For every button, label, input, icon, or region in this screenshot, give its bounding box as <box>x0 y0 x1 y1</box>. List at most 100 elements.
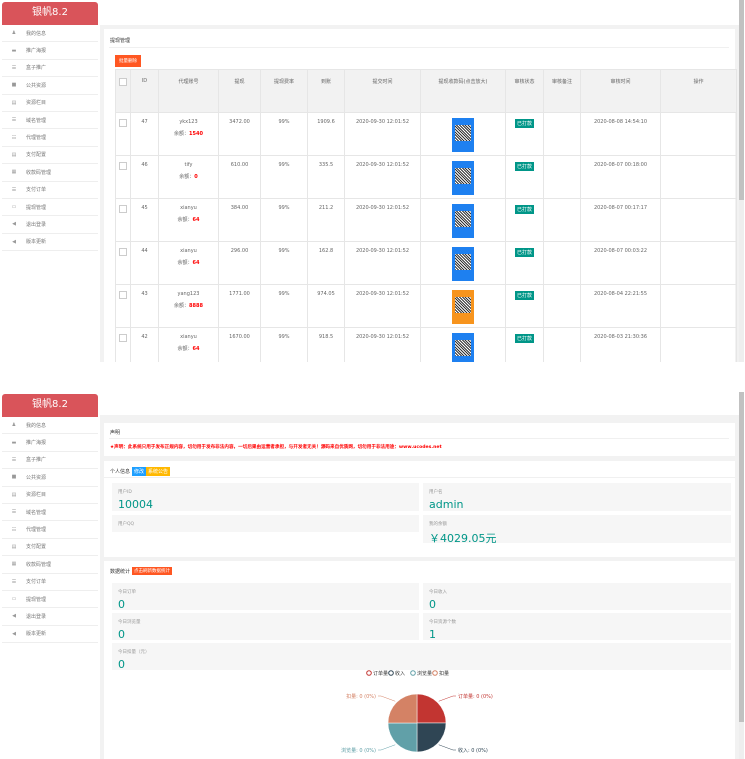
payment-qr-image[interactable] <box>452 204 474 238</box>
column-header: 提现 <box>218 69 261 113</box>
pie-slice[interactable] <box>387 722 418 753</box>
sidebar-item[interactable]: ◀ 版本更新 <box>2 234 98 252</box>
payment-qr-image[interactable] <box>452 333 474 362</box>
sidebar-item[interactable]: ☷ 代理管理 <box>2 521 98 539</box>
column-header: 代理账号 <box>158 69 219 113</box>
account-cell: yang123 余额：8888 <box>158 284 219 328</box>
legend-label[interactable]: 收入 <box>395 670 405 677</box>
dashboard-screen: 银帆8.2 ♟ 我的信息 ▬ 推广海报 ☰ 盒子推广 ■ 公共资源 ▤ 资源栏目 ☰ 域名管理 ☷ 代理管… <box>0 392 745 759</box>
status-badge: 已打款 <box>514 205 534 214</box>
legend-label[interactable]: 订单量 <box>373 670 388 677</box>
sidebar-item[interactable]: ▦ 收款码管理 <box>2 164 98 182</box>
account-cell: xianyu 余额：64 <box>158 327 219 362</box>
system-notice-tag[interactable]: 系统公告 <box>146 467 171 476</box>
id-cell: 47 <box>130 112 159 156</box>
actions-cell <box>660 155 737 199</box>
table-row: 44 xianyu 余额：64 296.00 99% 162.8 2020-09-… <box>115 241 737 285</box>
legend-marker[interactable] <box>388 670 394 676</box>
sidebar-item[interactable]: ☰ 支付订单 <box>2 182 98 199</box>
sidebar-item[interactable]: ☰ 域名管理 <box>2 112 98 130</box>
user-icon: ♟ <box>11 30 17 37</box>
refresh-stats-button[interactable]: 点击刷新数据统计 <box>132 567 173 575</box>
row-checkbox[interactable] <box>119 248 127 256</box>
scrollbar[interactable] <box>739 0 744 362</box>
sidebar-item[interactable]: ☷ 代理管理 <box>2 129 98 147</box>
sidebar-item[interactable]: ♟ 我的信息 <box>2 417 98 435</box>
legend-marker[interactable] <box>432 670 438 676</box>
sidebar-item[interactable]: ♟ 我的信息 <box>2 25 98 43</box>
payment-qr-image[interactable] <box>452 118 474 152</box>
sidebar-item[interactable]: ▬ 推广海报 <box>2 42 98 60</box>
reviewed-cell: 2020-08-07 00:03:22 <box>580 241 661 285</box>
payment-qr-image[interactable] <box>452 290 474 324</box>
notice-text: ★声明：此系统只用于发布正规内容，切勿用于发布非法内容，一切后果由运营者承担，与… <box>110 445 442 450</box>
sidebar-item[interactable]: ▤ 资源栏目 <box>2 95 98 112</box>
balance-value: 1540 <box>189 131 203 137</box>
legend-marker[interactable] <box>366 670 372 676</box>
sidebar-item[interactable]: ▭ 提现管理 <box>2 591 98 609</box>
sidebar-item[interactable]: ▦ 收款码管理 <box>2 556 98 574</box>
sidebar-item-label: 资源栏目 <box>26 100 47 107</box>
pie-slice[interactable] <box>387 693 418 724</box>
reviewed-cell: 2020-08-04 22:21:55 <box>580 284 661 328</box>
notice-card: 声明 ★声明：此系统只用于发布正规内容，切勿用于发布非法内容，一切后果由运营者承… <box>104 423 735 456</box>
sidebar-item[interactable]: ☰ 盒子推广 <box>2 60 98 78</box>
withdraw-card: 提现管理 批量删除 ID 代理账号 提现 提现费率 到账 提交时间 提现收款码(点击放大) 审… <box>104 29 737 362</box>
sidebar-item[interactable]: ▤ 支付配置 <box>2 147 98 165</box>
legend-label[interactable]: 浏览量 <box>417 670 432 677</box>
sidebar-item[interactable]: ■ 公共资源 <box>2 469 98 487</box>
batch-delete-button[interactable]: 批量删除 <box>115 55 141 67</box>
sidebar-item[interactable]: ■ 公共资源 <box>2 77 98 95</box>
pie-slice[interactable] <box>416 693 447 724</box>
update-icon: ◀ <box>12 238 16 245</box>
note-cell <box>543 112 581 156</box>
id-cell: 45 <box>130 198 159 242</box>
slice-label-line <box>378 744 396 751</box>
row-checkbox[interactable] <box>119 334 127 342</box>
column-header: 提交时间 <box>344 69 421 113</box>
image-icon: ▬ <box>11 47 17 54</box>
stat-tile: 今日订单 0 <box>112 583 419 611</box>
balance-value: 64 <box>192 346 200 352</box>
column-header: 到账 <box>307 69 345 113</box>
payment-qr-image[interactable] <box>452 247 474 281</box>
sidebar-item[interactable]: ▭ 提现管理 <box>2 199 98 217</box>
sidebar-item[interactable]: ☰ 域名管理 <box>2 504 98 522</box>
scrollbar[interactable] <box>739 392 744 759</box>
payment-qr-image[interactable] <box>452 161 474 195</box>
sidebar-item[interactable]: ▬ 推广海报 <box>2 434 98 452</box>
row-checkbox[interactable] <box>119 162 127 170</box>
sidebar-item-label: 版本更新 <box>26 631 47 638</box>
table-row: 45 xianyu 余额：64 384.00 99% 211.2 2020-09-… <box>115 198 737 242</box>
legend-marker[interactable] <box>410 670 416 676</box>
sidebar-item[interactable]: ◀ 版本更新 <box>2 626 98 644</box>
list-icon: ▤ <box>11 99 17 106</box>
withdraw-icon: ▭ <box>11 204 17 211</box>
card-icon: ▤ <box>11 151 17 158</box>
sidebar-item[interactable]: ◀ 退出登录 <box>2 216 98 234</box>
rate-cell: 99% <box>260 112 308 156</box>
status-badge: 已打款 <box>514 162 534 171</box>
list-icon: ▤ <box>11 491 17 498</box>
sidebar-item[interactable]: ☰ 支付订单 <box>2 574 98 591</box>
select-all-checkbox[interactable] <box>115 69 131 113</box>
row-checkbox[interactable] <box>119 119 127 127</box>
actions-cell <box>660 198 737 242</box>
note-cell <box>543 284 581 328</box>
sidebar-item[interactable]: ▤ 资源栏目 <box>2 487 98 504</box>
sidebar-item[interactable]: ◀ 退出登录 <box>2 608 98 626</box>
video-icon: ■ <box>11 474 17 481</box>
received-cell: 974.05 <box>307 284 345 328</box>
row-checkbox[interactable] <box>119 205 127 213</box>
note-cell <box>543 155 581 199</box>
reviewed-cell: 2020-08-07 00:17:17 <box>580 198 661 242</box>
status-badge: 已打款 <box>514 119 534 128</box>
sidebar-item-label: 退出登录 <box>26 613 47 620</box>
sidebar-item[interactable]: ☰ 盒子推广 <box>2 452 98 470</box>
sidebar-item[interactable]: ▤ 支付配置 <box>2 539 98 557</box>
pie-slice[interactable] <box>416 722 447 753</box>
qrcode-icon: ▦ <box>11 169 17 176</box>
row-checkbox[interactable] <box>119 291 127 299</box>
edit-tag[interactable]: 修改 <box>132 467 147 476</box>
legend-label[interactable]: 扣量 <box>439 670 449 677</box>
